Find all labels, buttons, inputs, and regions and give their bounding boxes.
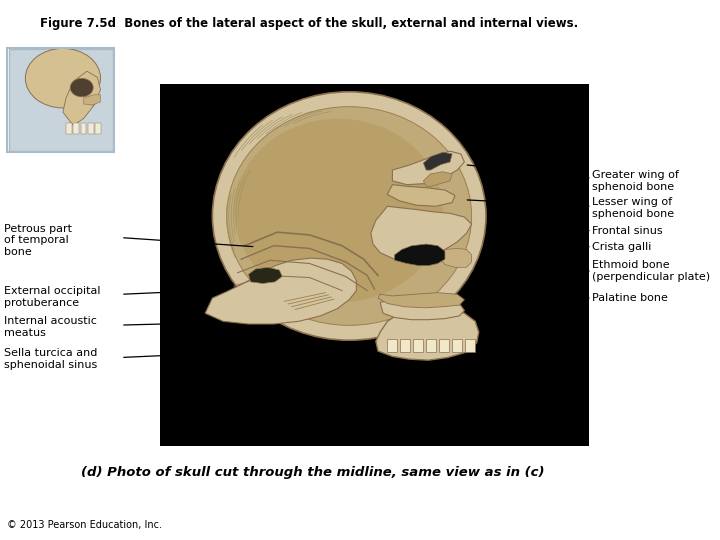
Polygon shape [423,152,452,170]
Bar [465,339,475,352]
Text: Ethmoid bone
(perpendicular plate): Ethmoid bone (perpendicular plate) [592,260,710,282]
Polygon shape [371,206,472,260]
Ellipse shape [212,92,486,340]
Text: Frontal sinus: Frontal sinus [592,226,662,235]
Ellipse shape [234,119,443,302]
Ellipse shape [88,99,96,105]
Polygon shape [378,293,464,308]
Polygon shape [387,185,455,206]
Text: Figure 7.5d  Bones of the lateral aspect of the skull, external and internal vie: Figure 7.5d Bones of the lateral aspect … [40,17,578,30]
Bar [400,339,410,352]
Bar [7,48,114,152]
Polygon shape [392,151,464,185]
Bar [81,124,86,134]
Text: © 2013 Pearson Education, Inc.: © 2013 Pearson Education, Inc. [7,520,162,530]
Bar [426,339,436,352]
Text: (d) Photo of skull cut through the midline, same view as in (c): (d) Photo of skull cut through the midli… [81,466,545,479]
Polygon shape [63,71,101,126]
Bar [439,339,449,352]
Bar [452,339,462,352]
Bar [387,339,397,352]
Text: Petrous part
of temporal
bone: Petrous part of temporal bone [4,224,71,257]
Bar [73,124,79,134]
Text: Crista galli: Crista galli [592,242,651,252]
Text: Internal acoustic
meatus: Internal acoustic meatus [4,316,96,338]
Ellipse shape [227,106,472,325]
Polygon shape [84,95,101,105]
Polygon shape [248,267,282,284]
Polygon shape [376,305,479,360]
Ellipse shape [71,78,93,97]
Polygon shape [395,244,445,266]
Polygon shape [423,172,452,186]
Bar [9,49,113,151]
Text: External occipital
protuberance: External occipital protuberance [4,286,100,308]
Text: Greater wing of
sphenoid bone: Greater wing of sphenoid bone [592,170,679,192]
Text: Lesser wing of
sphenoid bone: Lesser wing of sphenoid bone [592,197,674,219]
Ellipse shape [25,49,101,108]
Text: Palatine bone: Palatine bone [592,293,667,303]
Bar [95,124,101,134]
Text: Sella turcica and
sphenoidal sinus: Sella turcica and sphenoidal sinus [4,348,97,370]
Polygon shape [441,248,472,267]
Polygon shape [380,298,464,320]
Bar [413,339,423,352]
Polygon shape [205,258,356,324]
Bar [66,124,72,134]
Bar [88,124,94,134]
Bar [160,84,589,445]
